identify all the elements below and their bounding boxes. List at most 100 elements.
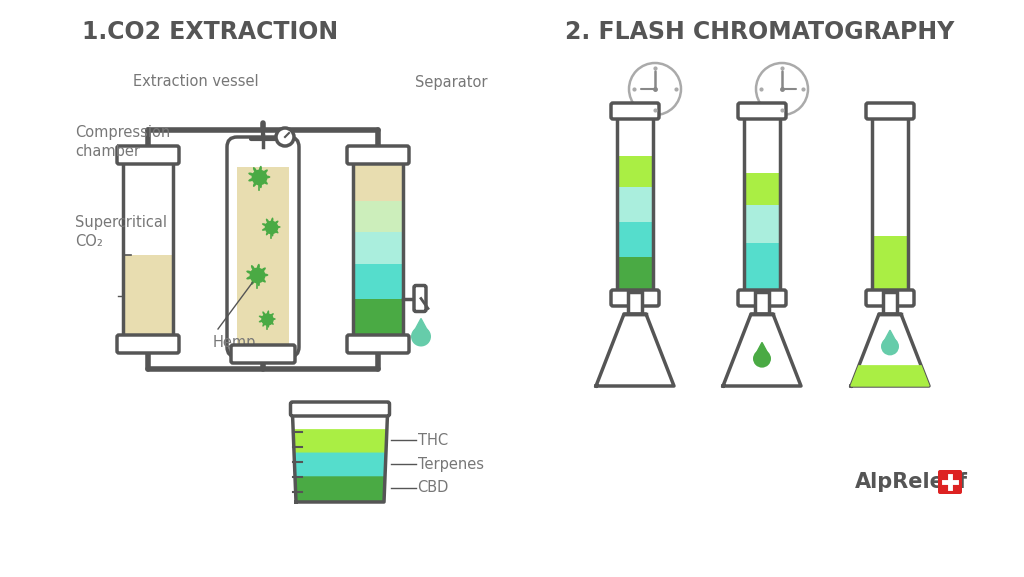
- Circle shape: [881, 338, 899, 355]
- Bar: [617, 155, 653, 187]
- Bar: [237, 147, 289, 347]
- Polygon shape: [596, 314, 674, 386]
- Bar: [744, 117, 780, 292]
- Text: Compression
chamber: Compression chamber: [75, 125, 170, 159]
- Ellipse shape: [273, 220, 279, 225]
- Bar: [123, 162, 173, 337]
- Ellipse shape: [262, 322, 265, 327]
- Bar: [123, 255, 173, 337]
- Circle shape: [753, 350, 771, 368]
- Ellipse shape: [260, 278, 266, 283]
- Bar: [883, 292, 897, 314]
- Polygon shape: [851, 314, 929, 386]
- Text: AlpReleaf: AlpReleaf: [855, 472, 968, 492]
- Circle shape: [756, 63, 808, 115]
- FancyBboxPatch shape: [738, 103, 786, 119]
- Bar: [617, 117, 653, 292]
- Polygon shape: [414, 319, 428, 332]
- Bar: [744, 117, 780, 292]
- Bar: [353, 162, 403, 200]
- Bar: [353, 200, 403, 232]
- Text: 2. FLASH CHROMATOGRAPHY: 2. FLASH CHROMATOGRAPHY: [565, 20, 954, 44]
- Ellipse shape: [261, 273, 268, 276]
- Polygon shape: [723, 314, 801, 386]
- Text: Supercritical
CO₂: Supercritical CO₂: [75, 215, 167, 249]
- Text: Separator: Separator: [415, 74, 487, 89]
- Ellipse shape: [260, 268, 266, 272]
- Ellipse shape: [247, 276, 253, 279]
- Ellipse shape: [263, 175, 270, 178]
- Ellipse shape: [253, 167, 257, 174]
- FancyBboxPatch shape: [414, 286, 426, 312]
- Bar: [744, 243, 780, 292]
- Ellipse shape: [262, 179, 268, 185]
- Ellipse shape: [262, 170, 268, 174]
- FancyBboxPatch shape: [347, 335, 409, 353]
- FancyBboxPatch shape: [611, 290, 659, 306]
- Bar: [617, 222, 653, 257]
- FancyBboxPatch shape: [738, 290, 786, 306]
- Bar: [237, 167, 289, 347]
- Ellipse shape: [270, 318, 275, 320]
- Bar: [872, 117, 908, 292]
- FancyBboxPatch shape: [117, 146, 179, 164]
- Ellipse shape: [262, 223, 267, 226]
- Text: Terpenes: Terpenes: [418, 456, 483, 471]
- Ellipse shape: [251, 265, 255, 271]
- FancyBboxPatch shape: [347, 146, 409, 164]
- Ellipse shape: [259, 316, 264, 319]
- Ellipse shape: [273, 229, 279, 233]
- Text: CBD: CBD: [418, 481, 449, 496]
- Ellipse shape: [248, 178, 255, 182]
- Bar: [123, 162, 173, 337]
- Bar: [628, 292, 642, 314]
- Bar: [617, 187, 653, 222]
- Bar: [353, 162, 403, 337]
- Bar: [353, 232, 403, 264]
- Ellipse shape: [262, 312, 265, 316]
- Polygon shape: [293, 430, 387, 452]
- FancyBboxPatch shape: [291, 402, 389, 416]
- Bar: [744, 173, 780, 204]
- Ellipse shape: [267, 310, 269, 316]
- FancyBboxPatch shape: [866, 103, 914, 119]
- FancyBboxPatch shape: [938, 470, 962, 494]
- Ellipse shape: [259, 181, 262, 188]
- Polygon shape: [851, 366, 929, 386]
- Ellipse shape: [262, 228, 267, 231]
- Polygon shape: [294, 452, 386, 475]
- Ellipse shape: [257, 264, 260, 271]
- FancyBboxPatch shape: [611, 103, 659, 119]
- Ellipse shape: [248, 173, 255, 176]
- Ellipse shape: [247, 271, 253, 274]
- Text: Hemp: Hemp: [213, 335, 256, 350]
- Ellipse shape: [257, 279, 260, 286]
- Bar: [872, 117, 908, 292]
- Ellipse shape: [274, 226, 281, 228]
- Polygon shape: [756, 342, 768, 354]
- Ellipse shape: [270, 231, 273, 237]
- Text: THC: THC: [418, 433, 447, 448]
- Ellipse shape: [269, 321, 273, 325]
- Text: Extraction vessel: Extraction vessel: [133, 74, 259, 89]
- Ellipse shape: [267, 322, 269, 328]
- Ellipse shape: [253, 181, 257, 187]
- FancyBboxPatch shape: [866, 290, 914, 306]
- Bar: [617, 117, 653, 292]
- Ellipse shape: [259, 320, 264, 323]
- Ellipse shape: [269, 313, 273, 317]
- Bar: [755, 292, 769, 314]
- Bar: [353, 264, 403, 298]
- Ellipse shape: [266, 230, 269, 235]
- Ellipse shape: [266, 219, 269, 224]
- Bar: [872, 236, 908, 292]
- Bar: [617, 257, 653, 292]
- Ellipse shape: [270, 218, 273, 223]
- Text: 1.CO2 EXTRACTION: 1.CO2 EXTRACTION: [82, 20, 338, 44]
- Bar: [940, 472, 961, 492]
- FancyBboxPatch shape: [231, 345, 295, 363]
- Ellipse shape: [259, 166, 262, 173]
- Circle shape: [629, 63, 681, 115]
- Bar: [744, 204, 780, 243]
- Polygon shape: [884, 330, 896, 342]
